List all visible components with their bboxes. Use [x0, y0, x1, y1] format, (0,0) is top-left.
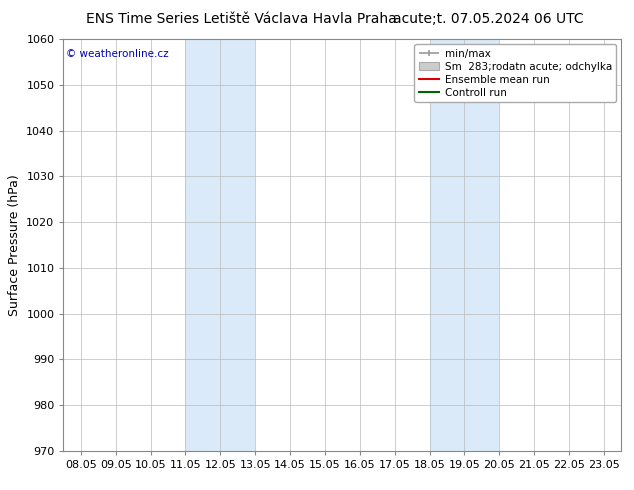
Bar	[185, 39, 255, 451]
Text: acute;t. 07.05.2024 06 UTC: acute;t. 07.05.2024 06 UTC	[393, 12, 583, 26]
Text: ENS Time Series Letiště Václava Havla Praha: ENS Time Series Letiště Václava Havla Pr…	[86, 12, 396, 26]
Legend: min/max, Sm  283;rodatn acute; odchylka, Ensemble mean run, Controll run: min/max, Sm 283;rodatn acute; odchylka, …	[415, 45, 616, 102]
Text: © weatheronline.cz: © weatheronline.cz	[66, 49, 169, 59]
Y-axis label: Surface Pressure (hPa): Surface Pressure (hPa)	[8, 174, 21, 316]
Bar	[429, 39, 500, 451]
